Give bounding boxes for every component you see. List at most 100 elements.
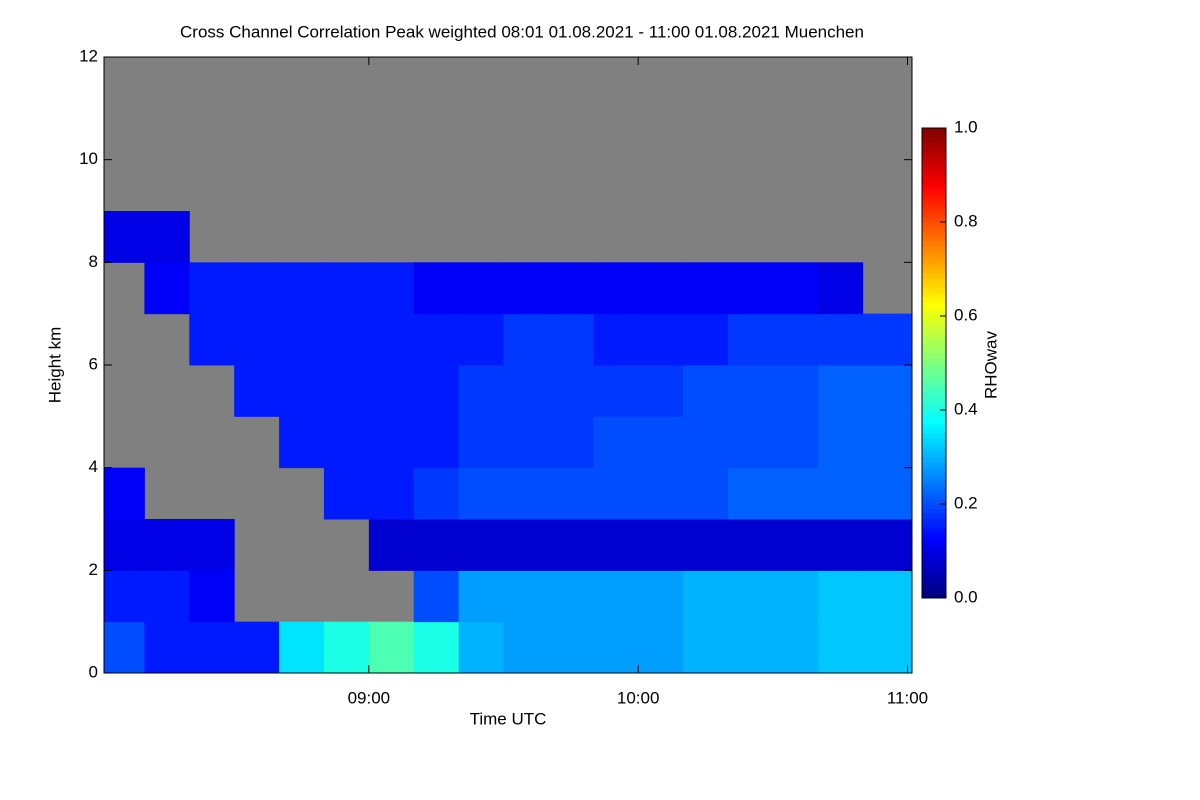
colorbar-segment	[922, 551, 946, 557]
heatmap-cell	[727, 467, 774, 520]
heatmap-cell	[593, 519, 639, 571]
heatmap-cell	[323, 621, 370, 674]
colorbar-segment	[922, 377, 946, 383]
colorbar-segment	[922, 414, 946, 420]
colorbar-segment	[922, 395, 946, 402]
colorbar-segment	[922, 546, 946, 552]
heatmap-cell	[104, 570, 145, 623]
colorbar-segment	[922, 334, 946, 340]
colorbar-segment	[922, 330, 946, 336]
y-tick-label: 4	[89, 457, 98, 476]
colorbar-segment	[922, 419, 946, 425]
heatmap-cell	[413, 570, 460, 623]
heatmap-cell	[503, 519, 549, 571]
heatmap-cell	[548, 570, 594, 623]
heatmap-cell	[727, 519, 774, 571]
x-tick-label: 11:00	[887, 688, 928, 707]
colorbar-segment	[922, 348, 946, 355]
heatmap-cell	[683, 365, 729, 417]
heatmap-cell	[638, 313, 684, 366]
heatmap-cell	[323, 313, 370, 366]
colorbar-segment	[922, 245, 946, 251]
heatmap-cell	[144, 621, 190, 674]
heatmap-cell	[817, 365, 864, 417]
colorbar-segment	[922, 283, 946, 289]
heatmap-cell	[279, 621, 325, 674]
heatmap-cell	[368, 416, 415, 469]
heatmap-cell	[104, 211, 145, 263]
heatmap-cell	[548, 519, 594, 571]
heatmap-cell	[413, 365, 460, 417]
colorbar-segment	[922, 226, 946, 232]
y-tick-label: 8	[89, 252, 98, 271]
colorbar-segment	[922, 363, 946, 369]
colorbar-segment	[922, 428, 946, 434]
colorbar-segment	[922, 358, 946, 364]
heatmap-cell	[772, 416, 819, 469]
heatmap-cell	[503, 365, 549, 417]
heatmap-cell	[144, 519, 190, 571]
colorbar-segment	[922, 193, 946, 199]
heatmap-cell	[772, 365, 819, 417]
colorbar-segment	[922, 433, 946, 439]
heatmap-cell	[772, 519, 819, 571]
colorbar-tick-label: 0.4	[954, 399, 978, 418]
colorbar-segment	[922, 504, 946, 510]
heatmap-cell	[593, 621, 639, 674]
colorbar-segment	[922, 160, 946, 167]
heatmap-cell	[772, 570, 819, 623]
colorbar-segment	[922, 386, 946, 392]
heatmap-cell	[413, 416, 460, 469]
heatmap-cell	[638, 621, 684, 674]
colorbar-segment	[922, 527, 946, 533]
heatmap-cell	[548, 313, 594, 366]
heatmap-cell	[458, 621, 505, 674]
colorbar-segment	[922, 499, 946, 505]
heatmap-cell	[413, 262, 460, 315]
colorbar-label: RHOwav	[981, 330, 1000, 399]
heatmap-cell	[104, 621, 145, 674]
heatmap-cell	[593, 416, 639, 469]
colorbar-segment	[922, 555, 946, 561]
colorbar-segment	[922, 165, 946, 171]
heatmap-cell	[368, 621, 415, 674]
heatmap-cell	[638, 262, 684, 315]
colorbar-segment	[922, 203, 946, 209]
heatmap-cell	[593, 313, 639, 366]
colorbar-frame	[921, 127, 947, 599]
heatmap-cell	[772, 313, 819, 366]
colorbar-segment	[922, 320, 946, 326]
heatmap-cell	[683, 313, 729, 366]
colorbar-segment	[922, 259, 946, 265]
colorbar-segment	[922, 489, 946, 496]
heatmap-cell	[683, 262, 729, 315]
heatmap-cell	[862, 416, 913, 469]
colorbar-segment	[922, 273, 946, 279]
heatmap-cell	[413, 519, 460, 571]
colorbar-segment	[922, 264, 946, 270]
heatmap-cell	[234, 262, 280, 315]
colorbar-segment	[922, 442, 946, 449]
heatmap-cell	[772, 262, 819, 315]
heatmap-cell	[368, 519, 415, 571]
colorbar-segment	[922, 132, 946, 138]
heatmap-cell	[458, 570, 505, 623]
heatmap-cell	[862, 467, 913, 520]
heatmap-cell	[727, 365, 774, 417]
heatmap-cell	[144, 262, 190, 315]
heatmap-cell	[458, 262, 505, 315]
colorbar-segment	[922, 353, 946, 359]
heatmap-cell	[413, 313, 460, 366]
colorbar-segment	[922, 175, 946, 181]
heatmap-cell	[727, 262, 774, 315]
heatmap-cell	[458, 467, 505, 520]
heatmap-cell	[817, 262, 864, 315]
heatmap-cell	[189, 313, 235, 366]
y-tick-label: 6	[89, 354, 98, 373]
colorbar-tick-label: 0.0	[954, 587, 978, 606]
heatmap-cell	[279, 416, 325, 469]
heatmap-cell	[234, 313, 280, 366]
colorbar-segment	[922, 424, 946, 430]
colorbar-segment	[922, 560, 946, 566]
heatmap-cell	[279, 365, 325, 417]
